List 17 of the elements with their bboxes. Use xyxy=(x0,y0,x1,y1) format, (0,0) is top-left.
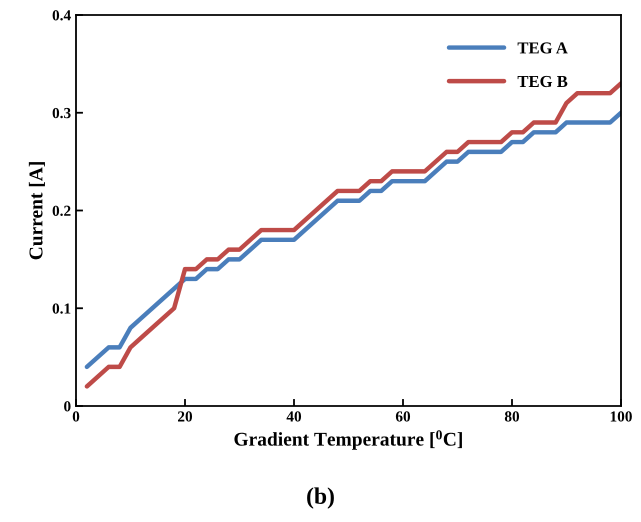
y-tick-label: 0.3 xyxy=(52,108,71,118)
line-series xyxy=(84,110,621,370)
x-tick-label: 60 xyxy=(396,411,410,422)
legend-label: TEG B xyxy=(518,76,568,88)
y-tick-label: 0.1 xyxy=(52,303,70,314)
x-tick-label: 40 xyxy=(286,411,302,422)
x-tick-label: 80 xyxy=(504,411,520,422)
text: (b) xyxy=(307,487,334,509)
y-tick-label: 0.2 xyxy=(52,206,70,216)
y-axis-title: Current [A] xyxy=(28,162,45,260)
x-tick-label: 100 xyxy=(610,411,632,422)
x-axis-title: Gradient Temperature [$^{0}$C] xyxy=(234,430,462,450)
y-tick-label: 0.4 xyxy=(52,10,71,21)
legend-label: TEG A xyxy=(518,42,568,54)
x-tick-label: 20 xyxy=(178,411,192,422)
x-tick-label: 0 xyxy=(72,411,80,422)
y-tick-label: 0 xyxy=(64,401,71,412)
